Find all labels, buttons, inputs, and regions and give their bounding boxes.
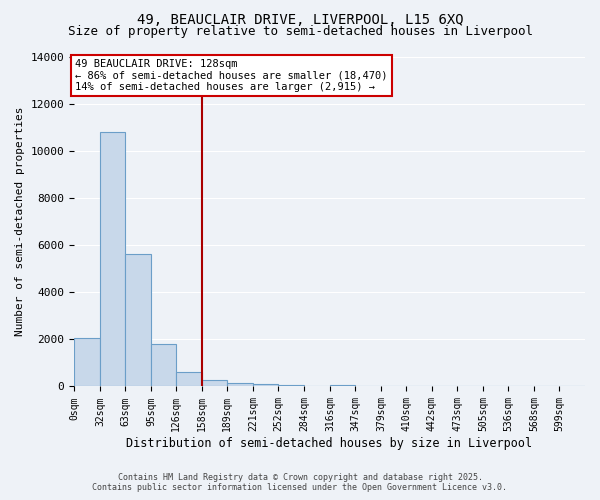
Bar — [125, 254, 151, 386]
Bar — [278, 385, 304, 386]
Bar — [227, 383, 253, 386]
Text: Size of property relative to semi-detached houses in Liverpool: Size of property relative to semi-detach… — [67, 25, 533, 38]
X-axis label: Distribution of semi-detached houses by size in Liverpool: Distribution of semi-detached houses by … — [127, 437, 533, 450]
Bar — [202, 380, 227, 386]
Bar — [100, 132, 125, 386]
Text: 49, BEAUCLAIR DRIVE, LIVERPOOL, L15 6XQ: 49, BEAUCLAIR DRIVE, LIVERPOOL, L15 6XQ — [137, 12, 463, 26]
Y-axis label: Number of semi-detached properties: Number of semi-detached properties — [15, 106, 25, 336]
Text: Contains HM Land Registry data © Crown copyright and database right 2025.
Contai: Contains HM Land Registry data © Crown c… — [92, 473, 508, 492]
Bar — [253, 384, 278, 386]
Bar — [176, 372, 202, 386]
Bar — [151, 344, 176, 387]
Text: 49 BEAUCLAIR DRIVE: 128sqm
← 86% of semi-detached houses are smaller (18,470)
14: 49 BEAUCLAIR DRIVE: 128sqm ← 86% of semi… — [75, 59, 388, 92]
Bar — [330, 385, 355, 386]
Bar — [74, 338, 100, 386]
